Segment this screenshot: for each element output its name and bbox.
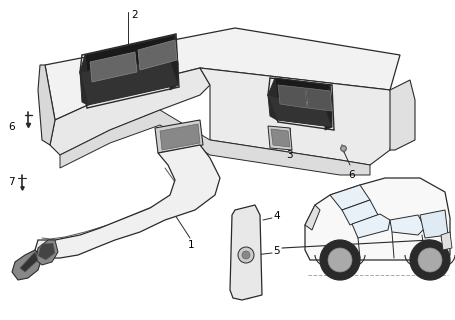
Polygon shape xyxy=(271,129,290,147)
Polygon shape xyxy=(390,215,425,235)
Polygon shape xyxy=(305,205,320,230)
Polygon shape xyxy=(45,28,400,120)
Polygon shape xyxy=(38,243,55,260)
Polygon shape xyxy=(305,178,450,260)
Text: 6: 6 xyxy=(348,170,354,180)
Polygon shape xyxy=(325,85,332,130)
Polygon shape xyxy=(390,80,415,150)
Polygon shape xyxy=(80,60,178,105)
Polygon shape xyxy=(268,78,277,120)
Polygon shape xyxy=(80,55,88,105)
Polygon shape xyxy=(268,95,332,127)
Polygon shape xyxy=(230,205,262,300)
Text: 5: 5 xyxy=(273,246,280,256)
Polygon shape xyxy=(342,200,378,225)
Text: 7: 7 xyxy=(8,177,15,187)
Polygon shape xyxy=(90,52,137,82)
Polygon shape xyxy=(441,232,452,250)
Text: 6: 6 xyxy=(8,122,15,132)
Polygon shape xyxy=(138,40,177,70)
Polygon shape xyxy=(36,240,58,265)
Circle shape xyxy=(328,248,352,272)
Polygon shape xyxy=(12,250,42,280)
Polygon shape xyxy=(275,78,332,105)
Polygon shape xyxy=(160,124,200,150)
Polygon shape xyxy=(306,88,332,111)
Polygon shape xyxy=(200,68,395,165)
Circle shape xyxy=(418,248,442,272)
Polygon shape xyxy=(35,145,220,258)
Circle shape xyxy=(320,240,360,280)
Polygon shape xyxy=(170,35,178,90)
Polygon shape xyxy=(330,185,370,210)
Polygon shape xyxy=(155,120,203,153)
Polygon shape xyxy=(278,85,307,108)
Polygon shape xyxy=(85,35,178,85)
Polygon shape xyxy=(20,252,38,272)
Polygon shape xyxy=(352,214,390,238)
Polygon shape xyxy=(420,210,448,238)
Polygon shape xyxy=(50,68,210,155)
Polygon shape xyxy=(268,126,292,150)
Polygon shape xyxy=(38,65,55,145)
Circle shape xyxy=(410,240,450,280)
Polygon shape xyxy=(60,110,370,175)
Text: 4: 4 xyxy=(273,211,280,221)
Text: 3: 3 xyxy=(286,150,293,160)
Circle shape xyxy=(238,247,254,263)
Circle shape xyxy=(242,251,250,259)
Text: 2: 2 xyxy=(131,10,137,20)
Text: 1: 1 xyxy=(188,240,195,250)
